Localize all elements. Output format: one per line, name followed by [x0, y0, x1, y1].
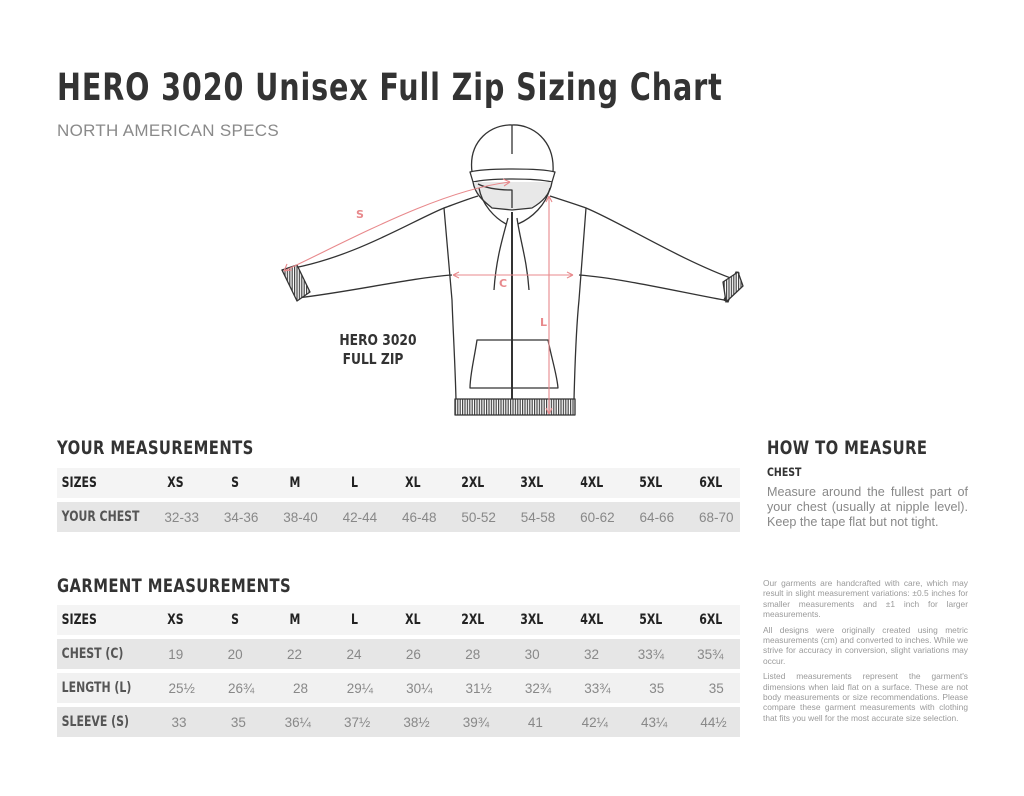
length-marker: L [540, 316, 547, 329]
size-header: XS [167, 612, 184, 628]
table-cell: 60-62 [580, 509, 615, 525]
size-header: M [289, 612, 300, 628]
how-to-measure-subheading: CHEST [767, 465, 802, 479]
table-cell: 35 [230, 714, 246, 730]
table-cell: 30¼ [406, 680, 433, 696]
size-header: XS [167, 475, 184, 491]
note-paragraph: Our garments are handcrafted with care, … [763, 578, 968, 620]
size-header: 3XL [520, 475, 544, 491]
table-cell: 32-33 [164, 509, 199, 525]
size-header: XL [405, 612, 422, 628]
table-cell: 29¼ [346, 680, 373, 696]
row-label: LENGTH (L) [61, 680, 132, 696]
size-header: M [289, 475, 300, 491]
table-cell: 22 [287, 646, 303, 662]
measurement-notes: Our garments are handcrafted with care, … [763, 578, 968, 728]
table-cell: 35 [708, 680, 724, 696]
table-cell: 50-52 [461, 509, 496, 525]
table-cell: 39¾ [462, 714, 490, 730]
size-header: L [350, 612, 358, 628]
table-row-chest: CHEST (C) 19 20 22 24 26 28 30 32 33¾ 35… [57, 639, 740, 669]
table-cell: 25½ [168, 680, 195, 696]
size-header: 3XL [520, 612, 544, 628]
header-label: SIZES [61, 612, 97, 628]
table-cell: 38-40 [283, 509, 318, 525]
hoodie-diagram-icon: S C L [281, 124, 744, 416]
chest-marker: C [499, 277, 507, 290]
page-subtitle: NORTH AMERICAN SPECS [57, 121, 280, 140]
diagram-label-line1: HERO 3020 [339, 331, 417, 349]
garment-measurements-table: SIZES XS S M L XL 2XL 3XL 4XL 5XL 6XL CH… [57, 605, 740, 741]
garment-measurements-heading: GARMENT MEASUREMENTS [57, 575, 292, 597]
table-cell: 54-58 [520, 509, 556, 525]
table-cell: 32¾ [524, 680, 552, 696]
size-header: 5XL [639, 475, 663, 491]
table-cell: 31½ [465, 680, 492, 696]
table-cell: 35 [649, 680, 665, 696]
diagram-label-line2: FULL ZIP [342, 350, 404, 368]
size-header: XL [405, 475, 422, 491]
row-label: CHEST (C) [61, 646, 124, 662]
table-cell: 32 [584, 646, 600, 662]
how-to-measure-heading: HOW TO MEASURE [767, 437, 928, 459]
note-paragraph: Listed measurements represent the garmen… [763, 671, 968, 723]
table-cell: 44½ [700, 714, 727, 730]
size-header: L [350, 475, 358, 491]
size-header: 6XL [698, 475, 722, 491]
table-header-row: SIZES XS S M L XL 2XL 3XL 4XL 5XL 6XL [57, 468, 740, 498]
note-paragraph: All designs were originally created usin… [763, 624, 968, 666]
sleeve-marker: S [356, 208, 364, 221]
table-cell: 33¾ [637, 646, 665, 662]
table-cell: 64-66 [639, 509, 675, 525]
table-cell: 46-48 [401, 509, 437, 525]
size-header: S [231, 612, 240, 628]
size-header: 5XL [639, 612, 663, 628]
table-cell: 41 [527, 714, 543, 730]
table-cell: 28 [465, 646, 481, 662]
table-cell: 68-70 [698, 509, 734, 525]
size-header: 2XL [461, 475, 485, 491]
table-header-row: SIZES XS S M L XL 2XL 3XL 4XL 5XL 6XL [57, 605, 740, 635]
table-cell: 33 [171, 714, 187, 730]
table-row: YOUR CHEST 32-33 34-36 38-40 42-44 46-48… [57, 502, 740, 532]
row-label: SLEEVE (S) [61, 714, 129, 730]
size-header: 6XL [698, 612, 722, 628]
table-cell: 35¾ [697, 646, 724, 662]
table-cell: 30 [524, 646, 540, 662]
table-cell: 42¼ [581, 714, 608, 730]
your-measurements-table: SIZES XS S M L XL 2XL 3XL 4XL 5XL 6XL YO… [57, 468, 740, 536]
row-label: YOUR CHEST [61, 509, 140, 525]
table-cell: 34-36 [223, 509, 259, 525]
header-label: SIZES [61, 475, 97, 491]
table-cell: 37½ [344, 714, 371, 730]
table-cell: 38½ [403, 714, 430, 730]
how-to-measure-text: Measure around the fullest part of your … [767, 485, 968, 529]
size-header: S [231, 475, 240, 491]
size-header: 2XL [461, 612, 485, 628]
size-header: 4XL [580, 612, 604, 628]
table-cell: 36¼ [284, 714, 311, 730]
table-cell: 28 [292, 680, 308, 696]
table-cell: 42-44 [342, 509, 378, 525]
your-measurements-heading: YOUR MEASUREMENTS [57, 437, 254, 459]
table-row-sleeve: SLEEVE (S) 33 35 36¼ 37½ 38½ 39¾ 41 42¼ … [57, 707, 740, 737]
table-cell: 26 [405, 646, 421, 662]
diagram-label: HERO 3020 FULL ZIP [339, 331, 417, 369]
table-cell: 20 [227, 646, 243, 662]
table-cell: 19 [168, 646, 184, 662]
table-cell: 43¼ [640, 714, 668, 730]
table-cell: 24 [346, 646, 362, 662]
size-header: 4XL [580, 475, 604, 491]
table-row-length: LENGTH (L) 25½ 26¾ 28 29¼ 30¼ 31½ 32¾ 33… [57, 673, 740, 703]
table-cell: 33¾ [584, 680, 611, 696]
table-cell: 26¾ [227, 680, 255, 696]
page-title: HERO 3020 Unisex Full Zip Sizing Chart [57, 66, 723, 109]
